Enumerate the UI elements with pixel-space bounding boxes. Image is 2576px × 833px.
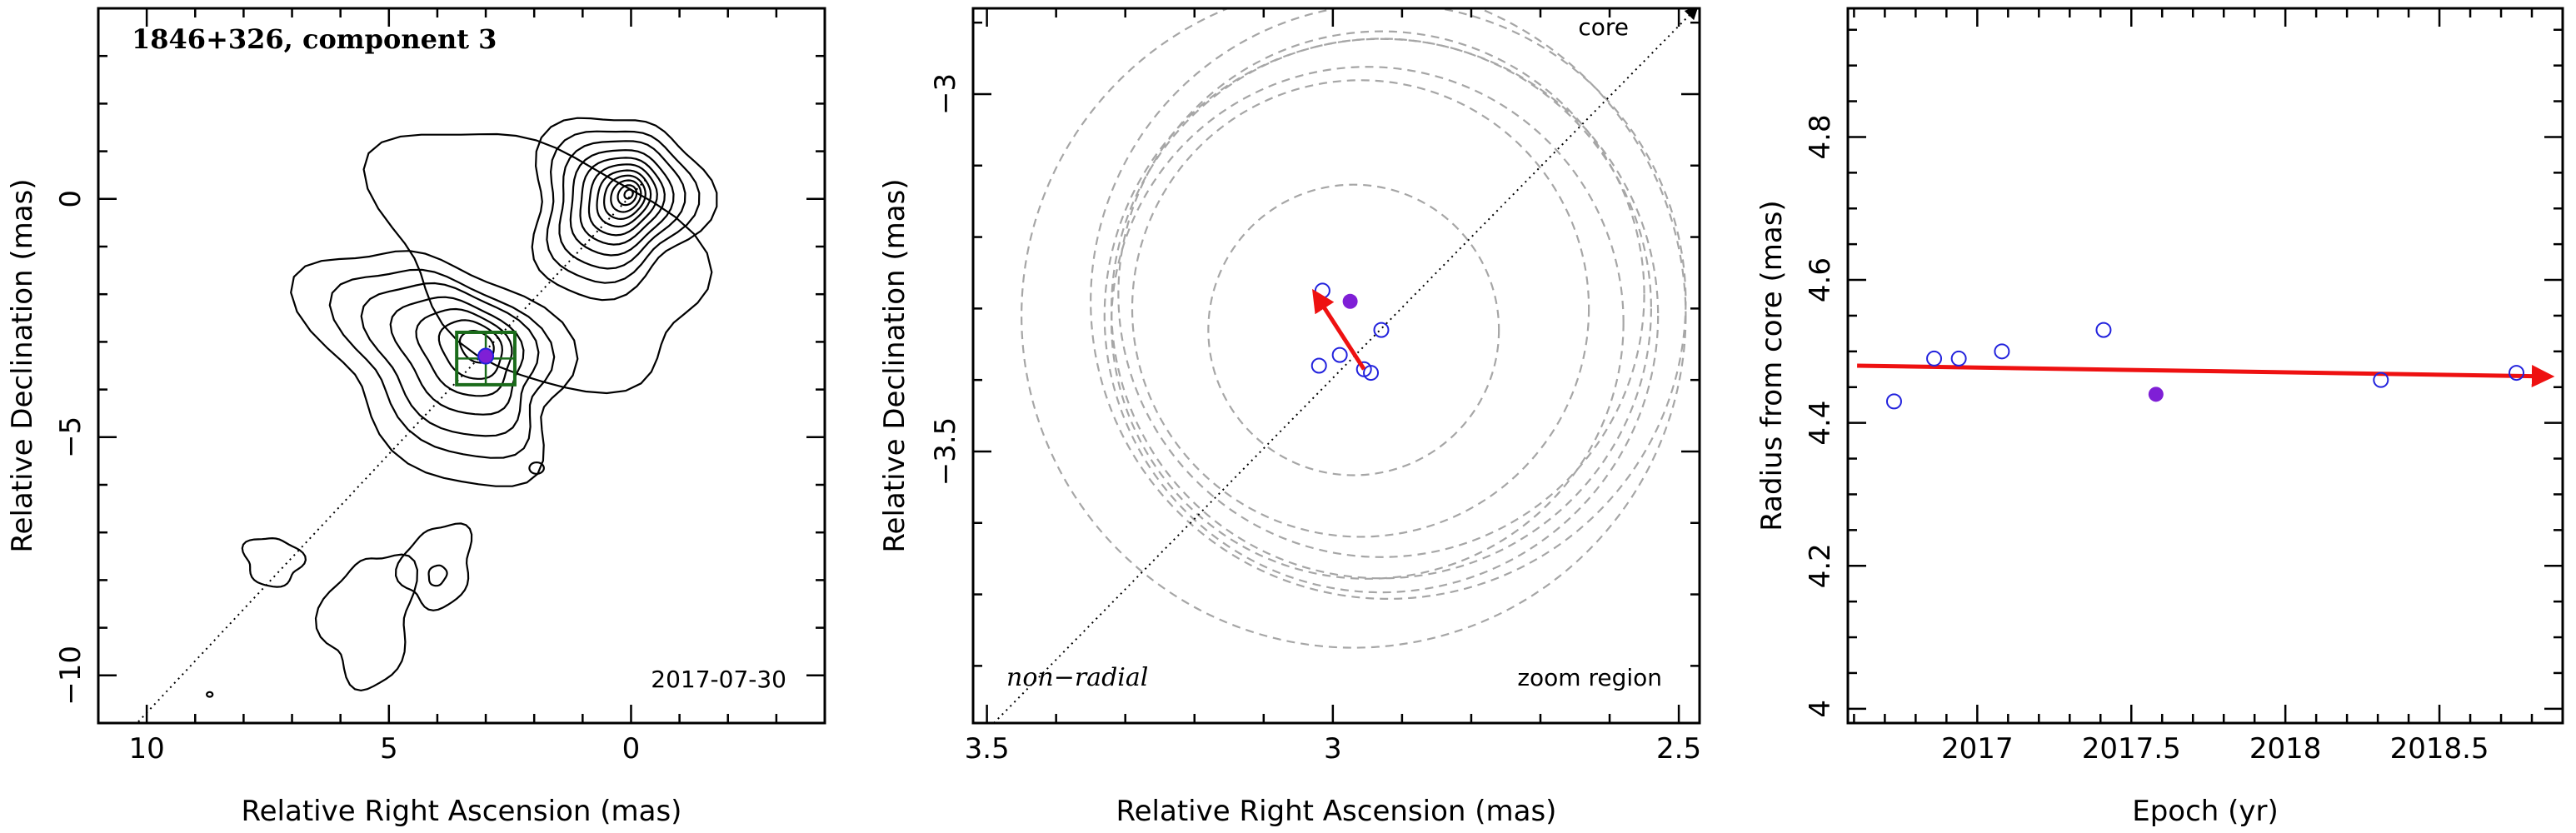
contour-line <box>241 536 307 588</box>
y-tick-label: 4.2 <box>1804 543 1837 588</box>
epoch-point <box>1363 365 1380 382</box>
map-y-axis-label: Relative Declination (mas) <box>6 178 39 552</box>
panel-radius-frame <box>1846 7 2564 725</box>
contour-line <box>528 461 545 475</box>
contour-line <box>546 130 701 284</box>
contour-line <box>362 132 713 395</box>
zoom-y-axis-label: Relative Declination (mas) <box>878 178 911 552</box>
component-marker <box>477 347 495 365</box>
y-tick-label: −3 <box>929 73 962 115</box>
x-tick-label: 2017 <box>1941 732 2014 766</box>
radius-x-axis-label: Epoch (yr) <box>2132 795 2279 828</box>
y-tick-label: 0 <box>54 190 87 208</box>
contour-line <box>437 319 504 380</box>
panel-zoom-frame <box>971 7 1701 725</box>
uncertainty-circle <box>1103 37 1660 594</box>
contour-line <box>587 163 658 237</box>
panel-map: 10 5 0 0 −5 −10 1846+326, component 3 2017-07… <box>6 7 826 828</box>
panel-map-ticks: 10 5 0 0 −5 −10 <box>54 8 825 766</box>
uncertainty-circle <box>1117 30 1645 558</box>
contour-line <box>602 174 646 221</box>
panel-map-frame <box>97 7 826 725</box>
radius-epoch-point <box>2509 365 2525 382</box>
x-tick-label: 5 <box>380 732 398 766</box>
radius-epoch-point <box>1950 350 1967 367</box>
y-tick-label: 4.4 <box>1804 401 1837 446</box>
contour-line <box>389 296 525 416</box>
epoch-label: 2017-07-30 <box>651 666 786 693</box>
uncertainty-circle <box>1090 8 1687 600</box>
reference-epoch-point <box>1342 293 1358 309</box>
y-tick-label: 4.6 <box>1804 257 1837 302</box>
contour-line <box>610 179 642 213</box>
y-tick-label: 4.8 <box>1804 114 1837 159</box>
contour-line <box>596 169 652 228</box>
radius-epoch-point <box>1926 350 1943 367</box>
contour-line <box>206 691 214 698</box>
x-tick-label: 0 <box>622 732 641 766</box>
x-tick-label: 3 <box>1324 732 1342 766</box>
radius-epoch-point <box>2373 372 2389 388</box>
zoom-x-axis-label: Relative Right Ascension (mas) <box>1116 795 1557 828</box>
velocity-vector <box>1312 288 1366 371</box>
panel-zoom-ticks: 3.5 3 2.5 −3 −3.5 <box>929 8 1701 766</box>
core-label: core <box>1578 13 1629 41</box>
uncertainty-circle <box>1110 66 1625 580</box>
epoch-point <box>1310 357 1327 374</box>
x-tick-label: 10 <box>129 732 165 766</box>
x-tick-label: 2018.5 <box>2390 732 2489 766</box>
epoch-point <box>1373 322 1390 338</box>
contour-line <box>558 140 686 270</box>
map-title: 1846+326, component 3 <box>132 23 497 55</box>
map-overlay <box>136 179 646 724</box>
contour-line <box>394 522 473 611</box>
y-tick-label: 4 <box>1804 700 1837 718</box>
zoom-content <box>993 8 1699 723</box>
radius-y-axis-label: Radius from core (mas) <box>1755 200 1789 531</box>
radius-content <box>1857 322 2555 410</box>
uncertainty-circle <box>1207 183 1500 476</box>
contour-line <box>290 250 579 487</box>
contour-line <box>415 307 513 397</box>
radius-epoch-point <box>1994 343 2010 360</box>
y-tick-label: −5 <box>54 416 87 458</box>
x-tick-label: 3.5 <box>965 732 1010 766</box>
panel-zoom: 3.5 3 2.5 −3 −3.5 core non−radial zoom regio… <box>878 7 1701 828</box>
uncertainty-circle <box>1021 8 1687 649</box>
uncertainty-circle <box>1131 79 1590 538</box>
contour-line <box>328 268 556 459</box>
x-tick-label: 2.5 <box>1656 732 1701 766</box>
map-x-axis-label: Relative Right Ascension (mas) <box>242 795 682 828</box>
radius-epoch-point <box>1885 393 1902 410</box>
contour-line <box>531 117 718 302</box>
x-tick-label: 2018 <box>2249 732 2322 766</box>
epoch-point <box>1331 347 1348 363</box>
contour-line <box>569 149 675 257</box>
non-radial-label: non−radial <box>1006 663 1148 692</box>
y-tick-label: −3.5 <box>929 417 962 486</box>
panel-radius: 2017 2017.5 2018 2018.5 4 4.2 4.4 4.6 4.8 Epoch … <box>1755 7 2564 828</box>
contour-line <box>427 564 448 587</box>
contour-map <box>206 117 718 698</box>
contour-line <box>617 184 638 207</box>
radius-reference-point <box>2148 387 2164 402</box>
contour-line <box>579 157 666 246</box>
zoom-region-label: zoom region <box>1517 664 1662 691</box>
radius-epoch-point <box>2095 322 2112 338</box>
core-direction-line <box>993 8 1699 723</box>
x-tick-label: 2017.5 <box>2082 732 2181 766</box>
uncertainty-circle <box>1110 37 1652 580</box>
contour-line <box>360 282 540 437</box>
radius-fit-line <box>1857 363 2555 388</box>
y-tick-label: −10 <box>54 646 87 706</box>
jet-axis-line <box>136 179 646 724</box>
contour-line <box>314 553 419 692</box>
panel-radius-ticks: 2017 2017.5 2018 2018.5 4 4.2 4.4 4.6 4.8 <box>1804 8 2564 766</box>
